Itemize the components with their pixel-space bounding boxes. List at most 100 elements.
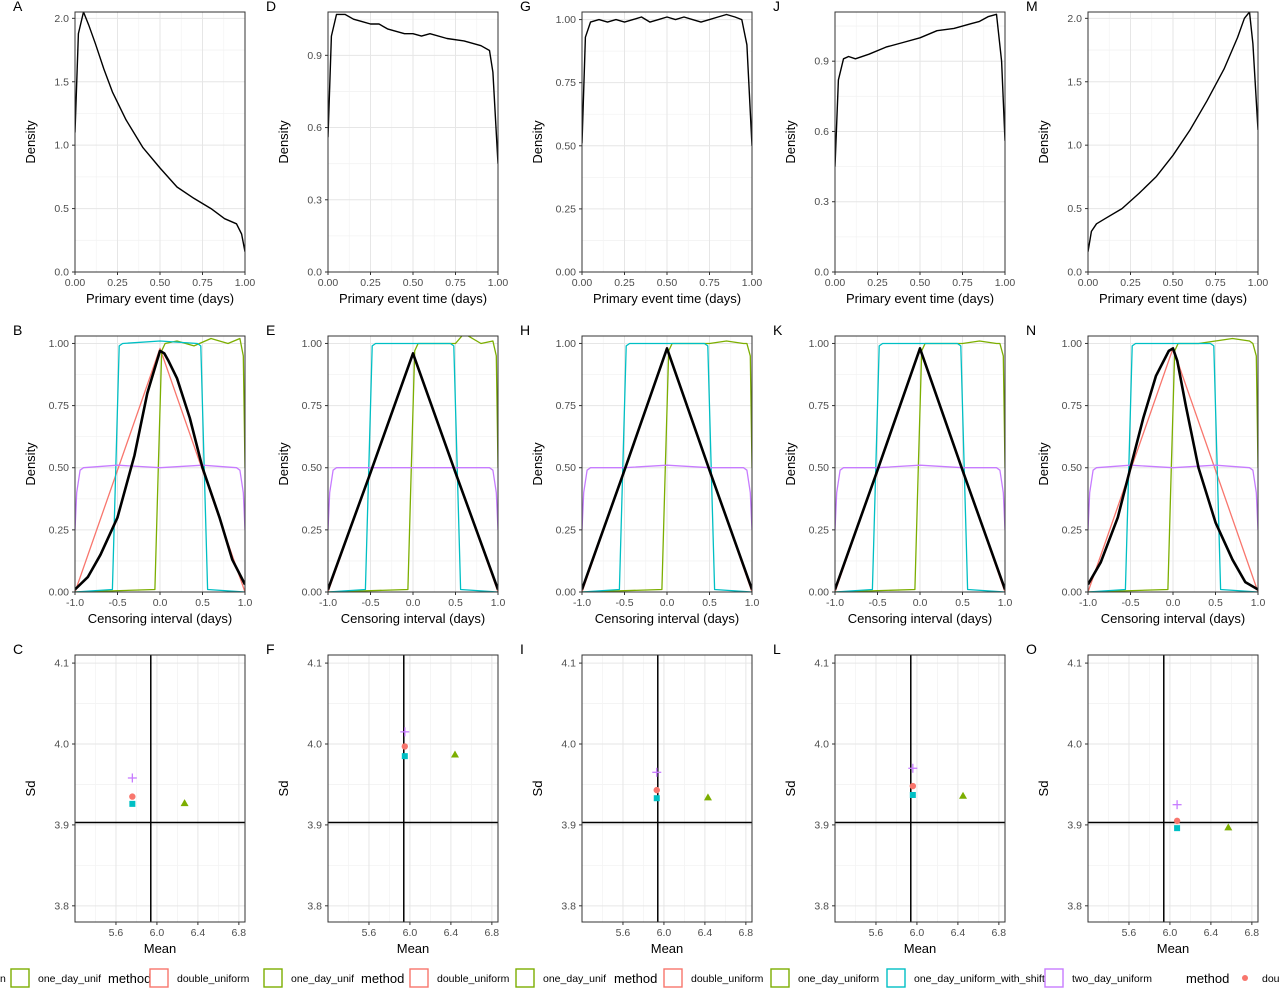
density-line xyxy=(582,13,752,146)
y-tick-label: 1.00 xyxy=(302,338,323,350)
series-one-day-uniform-with-shift xyxy=(835,342,1005,592)
x-tick-label: 1.00 xyxy=(1248,277,1269,289)
x-tick-label: 0.0 xyxy=(153,597,168,609)
panel-label: L xyxy=(773,641,781,657)
x-axis-title: Mean xyxy=(1157,941,1190,956)
x-tick-label: 1.0 xyxy=(491,597,506,609)
y-tick-label: 3.9 xyxy=(307,819,322,831)
y-tick-label: 0.25 xyxy=(1062,524,1083,536)
y-tick-label: 4.1 xyxy=(1067,658,1082,670)
x-tick-label: 0.00 xyxy=(825,277,846,289)
legend-key-one-day-unif xyxy=(515,968,535,988)
y-tick-label: 0.3 xyxy=(307,194,322,206)
panel-border xyxy=(327,654,499,923)
point-two-day-uniform xyxy=(1172,800,1182,810)
legend-item-label: one_day_uniform xyxy=(798,973,879,985)
panel-f: F 5.6 6.0 6.4 6.8 3.8 3.9 4.0 4.1 Mean Sd xyxy=(266,641,499,956)
plot-area xyxy=(582,655,752,922)
y-tick-label: 0.50 xyxy=(556,462,577,474)
x-tick-label: 1.0 xyxy=(745,597,760,609)
y-tick-label: 3.8 xyxy=(561,900,576,912)
x-tick-label: 0.5 xyxy=(702,597,717,609)
x-tick-label: 6.4 xyxy=(191,927,206,939)
x-tick-label: 0.25 xyxy=(614,277,635,289)
legend-title: method xyxy=(108,971,151,986)
density-line xyxy=(75,12,245,252)
panel-e: E -1.0 -0.5 0.0 0.5 1.0 0.00 0.25 0.50 0.75 1.00 Ce… xyxy=(266,322,505,626)
point-one-day-uniform-with-shift xyxy=(909,791,916,798)
panel-c: C 5.6 6.0 6.4 6.8 3.8 3.9 4.0 4.1 Mean Sd xyxy=(13,641,246,956)
y-tick-label: 2.0 xyxy=(1067,13,1082,25)
plot-area xyxy=(1088,337,1258,592)
x-axis-title: Censoring interval (days) xyxy=(848,611,993,626)
y-tick-label: 0.0 xyxy=(54,267,69,279)
density-line xyxy=(328,13,498,164)
series-one-day-uniform xyxy=(1088,337,1258,592)
series-reference xyxy=(328,352,498,590)
series-one-day-uniform-with-shift xyxy=(1088,342,1258,592)
y-axis-title: Density xyxy=(783,442,798,486)
x-tick-label: 6.8 xyxy=(232,927,247,939)
x-tick-label: -0.5 xyxy=(615,597,633,609)
point-two-day-uniform xyxy=(908,763,918,773)
panel-label: A xyxy=(13,0,23,14)
legend-title: method xyxy=(1186,971,1229,986)
y-tick-label: 4.0 xyxy=(814,739,829,751)
point-two-day-uniform xyxy=(127,773,137,783)
legend-item-label: one_day_unif xyxy=(38,973,101,985)
x-tick-label: 0.50 xyxy=(910,277,931,289)
series-two-day-uniform xyxy=(75,464,245,530)
panel-j: J 0.00 0.25 0.50 0.75 1.00 0.0 0.3 0.6 0.9 Primary… xyxy=(773,0,1015,306)
x-tick-label: 0.5 xyxy=(448,597,463,609)
series-one-day-uniform-with-shift xyxy=(75,340,245,592)
y-tick-label: 3.8 xyxy=(814,900,829,912)
legend-item-label: one_day_unif xyxy=(291,973,354,985)
panel-d: D 0.00 0.25 0.50 0.75 1.00 0.0 0.3 0.6 0.9 Primary… xyxy=(266,0,508,306)
x-tick-label: 1.00 xyxy=(235,277,256,289)
x-tick-label: -0.5 xyxy=(868,597,886,609)
point-one-day-uniform xyxy=(180,799,189,807)
y-axis-title: Density xyxy=(276,442,291,486)
point-two-day-uniform xyxy=(400,727,410,737)
point-double-uniform xyxy=(653,786,660,794)
x-tick-label: 0.0 xyxy=(406,597,421,609)
point-double-uniform xyxy=(909,782,917,790)
y-tick-label: 0.0 xyxy=(307,267,322,279)
panel-label: F xyxy=(266,641,275,657)
plot-area xyxy=(328,13,498,164)
panel-label: M xyxy=(1026,0,1038,14)
y-axis-title: Sd xyxy=(783,781,798,797)
y-tick-label: 0.00 xyxy=(302,587,323,599)
y-axis-title: Sd xyxy=(1036,781,1051,797)
y-tick-label: 0.25 xyxy=(556,203,577,215)
plot-area xyxy=(1088,12,1258,252)
y-tick-label: 3.9 xyxy=(1067,819,1082,831)
plot-area xyxy=(835,655,1005,922)
y-tick-label: 4.0 xyxy=(307,739,322,751)
plot-area xyxy=(328,336,498,592)
density-line xyxy=(835,13,1005,167)
y-tick-label: 0.00 xyxy=(556,587,577,599)
x-axis-title: Censoring interval (days) xyxy=(88,611,233,626)
y-tick-label: 1.0 xyxy=(54,140,69,152)
legend-title: method xyxy=(614,971,657,986)
x-tick-label: 0.50 xyxy=(657,277,678,289)
plot-area xyxy=(328,655,498,922)
panel-grid: A 0.00 0.25 0.50 0.75 1.00 0.0 0.5 1.0 1.5 2.0 Prim… xyxy=(13,0,1268,956)
y-axis-title: Density xyxy=(276,120,291,164)
x-tick-label: 0.0 xyxy=(660,597,675,609)
plot-area xyxy=(835,13,1005,167)
x-axis-title: Primary event time (days) xyxy=(1099,291,1247,306)
legend-item-label: double_uniform xyxy=(177,973,250,985)
point-one-day-uniform xyxy=(450,750,459,758)
y-tick-label: 0.9 xyxy=(307,50,322,62)
legend-item-label: double_uniform xyxy=(691,973,764,985)
panel-a: A 0.00 0.25 0.50 0.75 1.00 0.0 0.5 1.0 1.5 2.0 Prim… xyxy=(13,0,255,306)
panel-label: D xyxy=(266,0,276,14)
x-axis-title: Primary event time (days) xyxy=(339,291,487,306)
y-axis-title: Density xyxy=(530,442,545,486)
x-tick-label: 1.00 xyxy=(488,277,509,289)
x-tick-label: 0.50 xyxy=(150,277,171,289)
panel-border xyxy=(581,654,753,923)
